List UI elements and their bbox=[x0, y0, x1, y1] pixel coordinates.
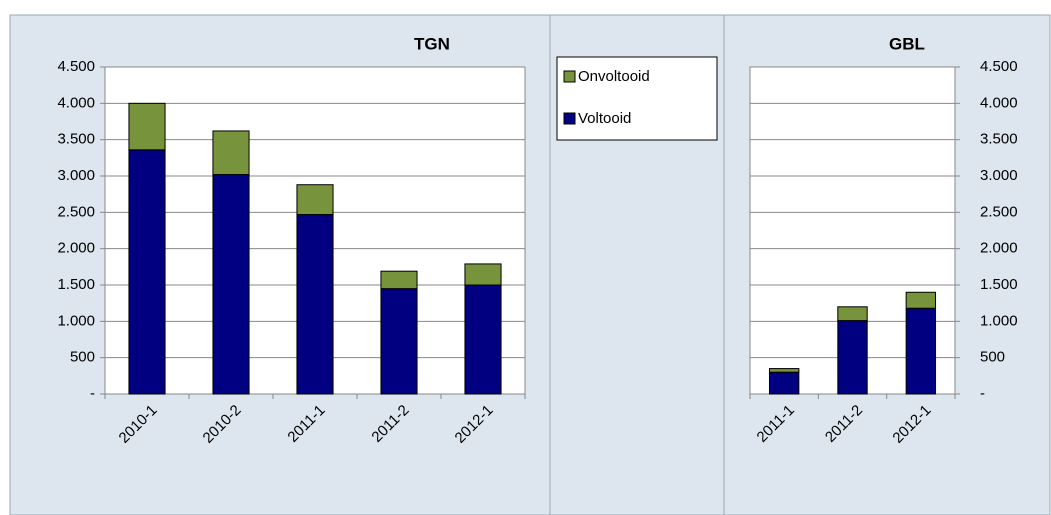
y-tick-label: 4.000 bbox=[980, 94, 1018, 111]
bar bbox=[380, 270, 418, 290]
bar bbox=[837, 320, 868, 395]
y-tick-label: 3.500 bbox=[57, 131, 95, 148]
legend-label: Onvoltooid bbox=[578, 68, 650, 85]
y-tick-label: 2.000 bbox=[980, 240, 1018, 257]
y-tick-label: 500 bbox=[70, 349, 95, 366]
y-tick-label: 3.000 bbox=[980, 167, 1018, 184]
y-tick-label: 2.500 bbox=[57, 203, 95, 220]
bar bbox=[905, 291, 937, 309]
y-tick-label: 1.000 bbox=[57, 312, 95, 329]
legend-swatch bbox=[563, 70, 576, 83]
bar bbox=[768, 368, 800, 373]
y-tick-label: 2.500 bbox=[980, 203, 1018, 220]
bar bbox=[464, 284, 502, 395]
y-tick-label: 4.500 bbox=[57, 58, 95, 75]
bar bbox=[380, 288, 418, 395]
chart-title: TGN bbox=[414, 34, 450, 53]
y-tick-label: 2.000 bbox=[57, 240, 95, 257]
legend-label: Voltooid bbox=[578, 110, 631, 127]
bar bbox=[296, 184, 334, 216]
bar bbox=[212, 174, 250, 395]
bar bbox=[128, 102, 166, 151]
y-tick-label: 4.500 bbox=[980, 58, 1018, 75]
y-tick-label: - bbox=[90, 385, 95, 402]
y-tick-label: 1.000 bbox=[980, 312, 1018, 329]
bar bbox=[768, 371, 800, 395]
bar bbox=[837, 306, 868, 322]
bar bbox=[905, 307, 937, 395]
bar bbox=[296, 214, 334, 395]
y-tick-label: 1.500 bbox=[57, 276, 95, 293]
y-tick-label: - bbox=[980, 385, 985, 402]
chart-title: GBL bbox=[889, 34, 925, 53]
bar bbox=[464, 263, 502, 286]
legend-swatch bbox=[563, 112, 576, 125]
y-tick-label: 3.500 bbox=[980, 131, 1018, 148]
y-tick-label: 3.000 bbox=[57, 167, 95, 184]
bar bbox=[212, 130, 250, 176]
legend bbox=[556, 56, 718, 141]
bar bbox=[128, 149, 166, 395]
y-tick-label: 4.000 bbox=[57, 94, 95, 111]
y-tick-label: 1.500 bbox=[980, 276, 1018, 293]
y-tick-label: 500 bbox=[980, 349, 1005, 366]
